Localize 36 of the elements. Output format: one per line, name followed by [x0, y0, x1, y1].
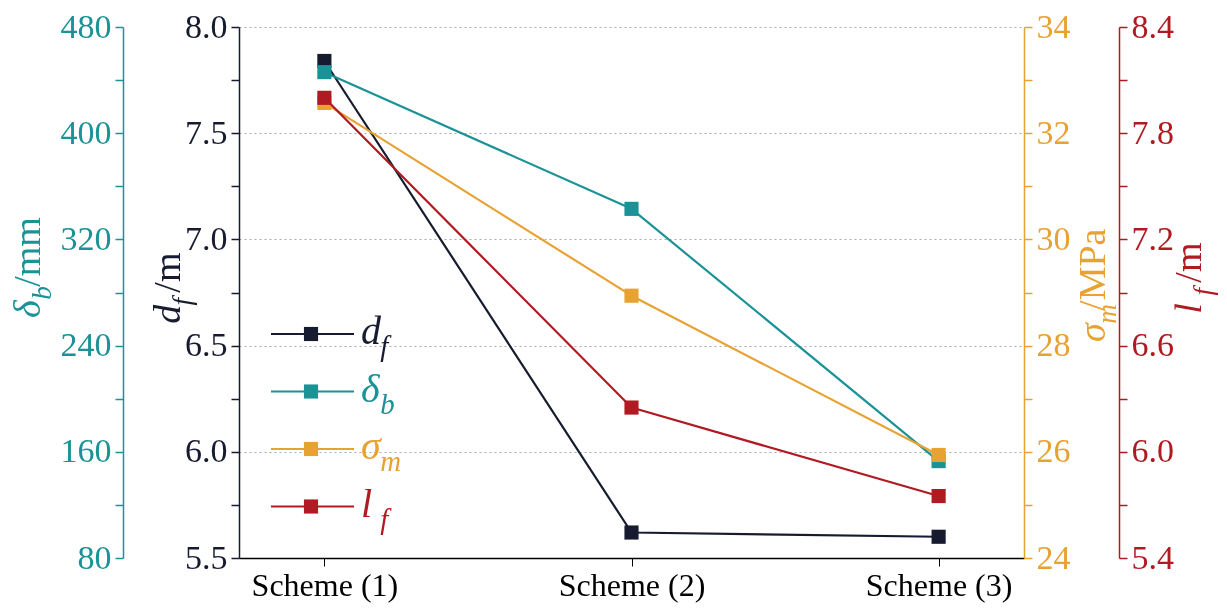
y2-tick-label: 6.6 [1131, 326, 1174, 364]
y2-tick-label: 6.0 [1131, 432, 1174, 470]
point [624, 288, 639, 303]
y-tick-label: 240 [60, 326, 112, 364]
y-tick-label: 7.5 [185, 113, 228, 151]
point [624, 201, 639, 216]
y2-tick-label: 26 [1036, 432, 1071, 470]
point [317, 90, 332, 105]
y-tick-label: 5.5 [185, 538, 228, 576]
point [317, 65, 332, 80]
y-tick-label: 80 [77, 538, 112, 576]
point [931, 529, 946, 544]
x-tick-label: Scheme (2) [558, 566, 706, 603]
y2-tick-label: 30 [1036, 219, 1071, 257]
y-tick-label: 480 [60, 7, 112, 45]
y2-tick-label: 28 [1036, 326, 1071, 364]
y-tick-label: 6.5 [185, 326, 228, 364]
point [624, 400, 639, 415]
point [931, 488, 946, 504]
y2-tick-label: 5.4 [1131, 538, 1174, 576]
y2-tick-label: 24 [1036, 538, 1071, 576]
y2-tick-label: 8.4 [1131, 7, 1174, 45]
point [931, 447, 946, 463]
y-tick-label: 400 [60, 113, 112, 151]
y-tick-label: 8.0 [185, 7, 228, 45]
y2-tick-label: 34 [1036, 7, 1071, 45]
x-tick-label: Scheme (3) [865, 566, 1013, 603]
y-tick-label: 320 [60, 219, 112, 257]
x-tick-label: Scheme (1) [251, 566, 399, 603]
y2-tick-label: 32 [1036, 113, 1071, 151]
y2-tick-label: 7.8 [1131, 113, 1174, 151]
y-axis-title: δb/mm [6, 217, 58, 318]
y-tick-label: 6.0 [185, 432, 228, 470]
point [624, 525, 639, 540]
y-tick-label: 160 [60, 432, 112, 470]
y2-axis-title: σm/MPa [1071, 228, 1123, 343]
